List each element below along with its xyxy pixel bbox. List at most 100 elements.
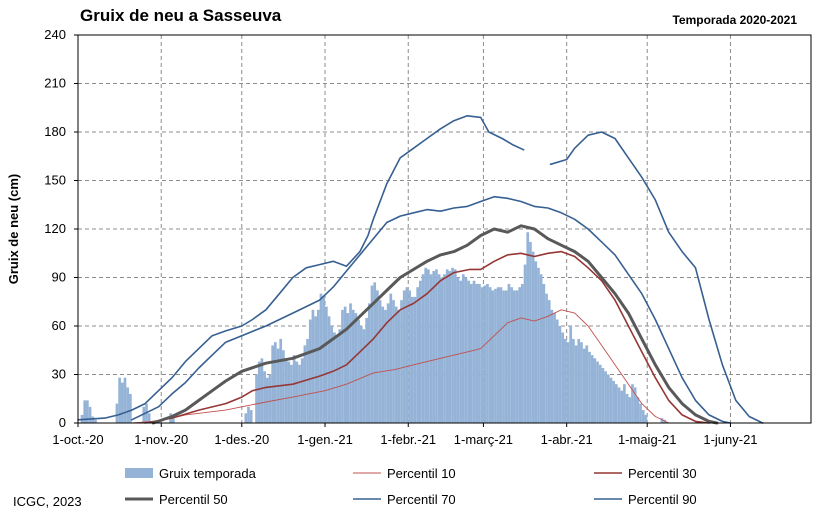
snow-bar — [550, 309, 554, 423]
y-tick-label: 240 — [44, 27, 66, 42]
snow-bar — [496, 287, 500, 423]
snow-bar — [480, 287, 484, 423]
legend-label: Percentil 50 — [159, 492, 228, 507]
snow-bar — [260, 358, 264, 423]
snow-bar — [515, 290, 519, 423]
snow-bar — [625, 393, 629, 423]
snow-bar — [327, 316, 331, 423]
snow-bar — [432, 271, 436, 423]
snow-bar — [478, 283, 481, 423]
snow-bar — [456, 277, 460, 423]
snow-bar — [504, 290, 508, 423]
snow-bar — [314, 316, 317, 423]
legend-label: Percentil 30 — [628, 466, 697, 481]
snow-bar — [582, 348, 586, 423]
snow-bar — [644, 414, 648, 423]
axis-ticks: 0 30 60 90 120 150 180 210 240 1-oct.-20 1-nov.-20… — [44, 27, 757, 447]
legend-swatch-bar — [125, 468, 153, 478]
snow-bar — [588, 351, 591, 423]
legend-label: Percentil 90 — [628, 492, 697, 507]
snow-bar — [598, 364, 602, 423]
snow-bar — [394, 306, 398, 423]
snow-bar — [561, 332, 564, 423]
snow-bar — [244, 413, 248, 423]
snow-bar — [660, 418, 664, 423]
snow-bar — [461, 274, 465, 423]
snow-bar — [510, 287, 513, 423]
series-line-2 — [144, 250, 710, 424]
snow-bar — [518, 287, 522, 423]
snow-bar — [410, 296, 414, 423]
snow-bar — [507, 283, 511, 423]
chart-title: Gruix de neu a Sasseuva — [80, 6, 282, 25]
snow-bar — [486, 283, 489, 423]
snow-bar — [367, 303, 371, 423]
snow-bar — [636, 397, 640, 423]
snow-bar — [580, 342, 583, 423]
snow-bar — [488, 287, 492, 423]
snow-bar — [349, 303, 352, 423]
snow-bar — [386, 303, 390, 423]
snow-bar — [405, 287, 409, 423]
snow-bar — [147, 413, 151, 423]
snow-bar — [639, 403, 642, 423]
snow-bar — [483, 285, 487, 423]
snow-bar — [381, 306, 385, 423]
snow-bar — [512, 290, 516, 423]
snow-bar — [123, 377, 127, 423]
y-tick-label: 0 — [59, 415, 66, 430]
snow-bar — [542, 283, 546, 423]
snow-bar — [255, 374, 258, 423]
snow-bar — [292, 355, 296, 423]
snow-bar — [400, 300, 403, 423]
snow-bar — [359, 326, 363, 423]
snow-bar — [633, 387, 637, 423]
snow-bar — [91, 416, 95, 423]
snow-bar — [279, 338, 283, 423]
y-tick-label: 120 — [44, 221, 66, 236]
snow-bar — [443, 274, 446, 423]
snow-bar — [311, 309, 315, 423]
snow-bar — [370, 285, 374, 423]
snow-bar — [526, 232, 530, 423]
snow-bar — [574, 345, 578, 423]
snow-bar — [534, 261, 538, 423]
y-axis-label: Gruix de neu (cm) — [6, 174, 21, 285]
snow-bar — [115, 403, 119, 423]
snow-bar — [384, 309, 387, 423]
snow-bar — [83, 400, 89, 423]
snow-bar — [585, 345, 589, 423]
x-tick-label: 1-gen.-21 — [297, 432, 353, 447]
snow-bar — [459, 280, 462, 423]
snow-bar — [421, 274, 425, 423]
snow-bar — [572, 338, 575, 423]
snow-bar — [593, 358, 597, 423]
snow-bar — [303, 345, 307, 423]
series-line-4 — [130, 195, 732, 424]
snow-bar — [445, 269, 449, 423]
x-tick-label: 1-juny-21 — [703, 432, 757, 447]
snow-bar — [298, 364, 301, 423]
x-tick-label: 1-març-21 — [454, 432, 513, 447]
snow-bar — [308, 319, 312, 423]
snow-bar — [569, 326, 573, 423]
snow-bar — [322, 296, 326, 423]
snow-bar — [529, 241, 532, 423]
y-tick-label: 210 — [44, 76, 66, 91]
snow-bar — [354, 313, 358, 423]
snow-bar — [553, 313, 556, 423]
snow-bar — [523, 264, 527, 423]
snow-bar — [330, 326, 334, 423]
x-tick-label: 1-maig-21 — [618, 432, 677, 447]
snow-bar — [604, 371, 607, 423]
snow-bar — [129, 393, 132, 423]
y-tick-label: 150 — [44, 173, 66, 188]
y-tick-label: 180 — [44, 124, 66, 139]
legend-label: Percentil 10 — [387, 466, 456, 481]
snow-bar — [274, 342, 277, 423]
snow-bar — [126, 387, 130, 423]
series-lines — [77, 115, 764, 425]
snow-bar — [429, 274, 433, 423]
y-tick-label: 60 — [52, 318, 66, 333]
